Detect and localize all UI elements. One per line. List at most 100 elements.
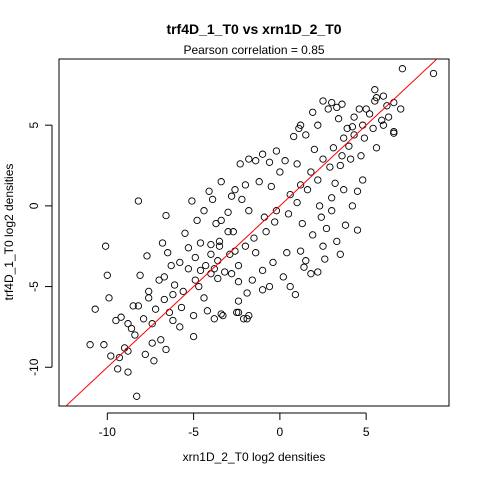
data-point xyxy=(319,97,327,105)
data-point xyxy=(243,289,251,297)
data-point xyxy=(340,134,348,142)
data-point xyxy=(208,195,217,204)
data-point xyxy=(224,228,232,236)
chart-title: trf4D_1_T0 vs xrn1D_2_T0 xyxy=(166,21,341,37)
data-point xyxy=(322,224,331,233)
data-point xyxy=(331,179,339,187)
x-tick-label: 5 xyxy=(363,425,370,439)
data-point xyxy=(348,123,357,131)
data-point xyxy=(200,294,208,302)
data-point xyxy=(191,276,199,284)
data-point xyxy=(233,308,241,317)
data-point xyxy=(357,152,365,160)
data-point xyxy=(91,305,99,313)
data-point xyxy=(309,108,317,116)
data-point xyxy=(229,228,237,236)
data-point xyxy=(255,178,263,186)
data-point xyxy=(265,158,274,166)
x-tick-label: -10 xyxy=(99,425,117,439)
y-tick-label: -10 xyxy=(27,358,41,376)
data-point xyxy=(348,202,357,210)
data-point xyxy=(179,287,187,296)
data-point xyxy=(169,316,177,325)
x-axis-label: xrn1D_2_T0 log2 densities xyxy=(183,450,326,464)
data-point xyxy=(265,282,274,291)
data-point xyxy=(191,253,199,262)
data-point xyxy=(346,155,355,163)
data-point xyxy=(303,186,312,194)
data-point xyxy=(176,323,184,331)
data-point xyxy=(326,163,334,171)
data-point xyxy=(184,244,193,252)
x-axis: -10 -5 0 5 xyxy=(99,412,370,439)
data-point xyxy=(234,261,243,270)
data-point xyxy=(196,266,205,275)
points-layer xyxy=(86,65,438,400)
data-point xyxy=(279,273,287,281)
data-point xyxy=(271,218,279,226)
data-point xyxy=(250,234,258,242)
data-point xyxy=(239,315,248,323)
data-point xyxy=(214,274,222,283)
data-point xyxy=(160,295,168,304)
data-point xyxy=(398,65,407,73)
data-point xyxy=(353,187,362,195)
data-point xyxy=(207,250,215,258)
data-point xyxy=(362,105,370,113)
data-point xyxy=(155,276,163,284)
chart-subtitle: Pearson correlation = 0.85 xyxy=(183,43,324,57)
data-point xyxy=(384,113,393,121)
data-point xyxy=(333,103,341,112)
data-point xyxy=(371,97,379,105)
y-axis-label: trf4D_1_T0 log2 densities xyxy=(2,164,16,301)
data-point xyxy=(276,168,284,176)
data-point xyxy=(189,311,198,320)
data-point xyxy=(165,308,174,317)
data-point xyxy=(338,152,346,160)
data-point xyxy=(272,207,281,215)
data-point xyxy=(164,249,172,257)
y-tick-label: -5 xyxy=(27,281,41,292)
data-point xyxy=(210,265,218,273)
data-point xyxy=(429,69,438,78)
data-point xyxy=(231,186,239,194)
data-point xyxy=(196,239,205,247)
data-point xyxy=(258,266,267,275)
data-point xyxy=(345,142,353,150)
data-point xyxy=(390,98,398,107)
data-point xyxy=(355,105,363,113)
data-point xyxy=(241,181,250,189)
data-point xyxy=(248,276,256,284)
data-point xyxy=(340,186,348,194)
x-tick-label: 0 xyxy=(277,425,284,439)
data-point xyxy=(195,282,203,291)
data-point xyxy=(269,258,277,267)
data-point xyxy=(131,331,139,339)
data-point xyxy=(202,261,210,270)
data-point xyxy=(226,250,234,258)
data-point xyxy=(150,357,158,365)
data-point xyxy=(205,187,213,195)
data-point xyxy=(328,194,336,202)
y-axis: -10 -5 0 5 xyxy=(27,122,53,376)
data-point xyxy=(129,302,137,310)
data-point xyxy=(262,228,270,236)
data-point xyxy=(286,282,294,291)
data-point xyxy=(227,270,236,278)
data-point xyxy=(167,261,175,270)
data-point xyxy=(317,213,325,221)
data-point xyxy=(245,155,253,163)
data-point xyxy=(252,249,260,257)
data-point xyxy=(215,237,224,246)
data-point xyxy=(293,160,301,168)
data-point xyxy=(236,160,244,168)
data-point xyxy=(286,190,294,199)
y-tick-label: 0 xyxy=(27,202,41,209)
data-point xyxy=(336,161,344,170)
data-point xyxy=(170,281,179,289)
data-point xyxy=(341,221,350,229)
data-point xyxy=(371,86,379,94)
data-point xyxy=(258,150,267,158)
